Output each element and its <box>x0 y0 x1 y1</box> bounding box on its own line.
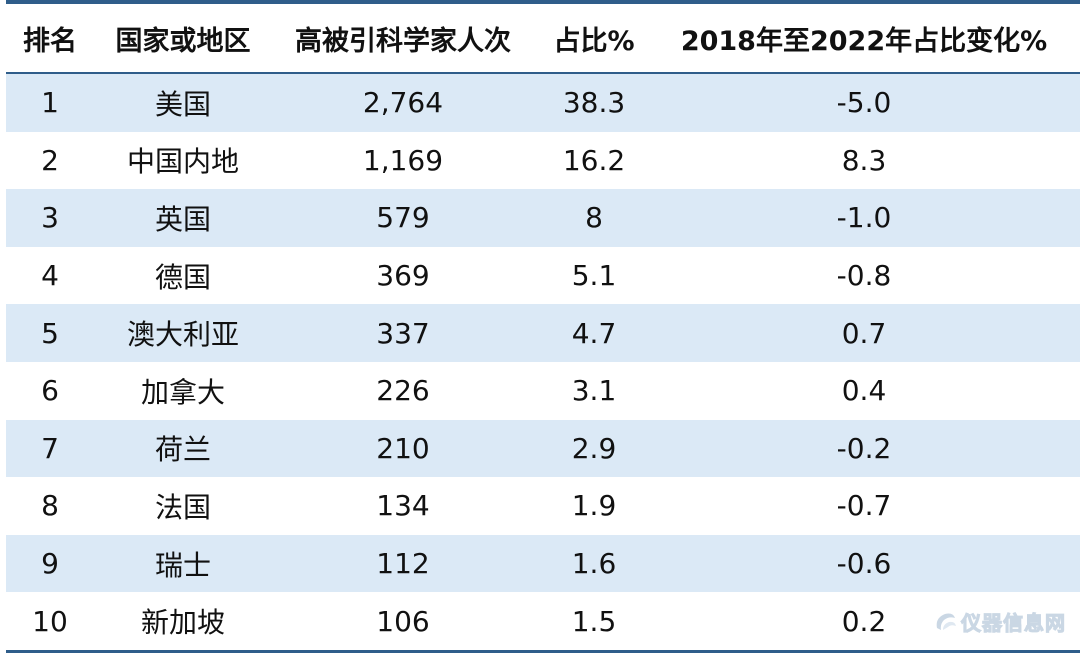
watermark-text: 仪器信息网 <box>961 611 1066 636</box>
count-cell: 579 <box>376 201 430 235</box>
table-row: 8 法国 134 1.9 -0.7 <box>6 477 1080 535</box>
rank-cell: 6 <box>41 374 59 408</box>
change-cell: -1.0 <box>836 201 892 235</box>
country-cell: 新加坡 <box>140 606 225 640</box>
share-cell: 1.9 <box>571 489 617 523</box>
country-cell: 瑞士 <box>154 548 211 582</box>
count-cell: 134 <box>376 489 430 523</box>
table-header-row: 排名 国家或地区 高被引科学家人次 占比% 2018年至2022年占比变化% <box>6 4 1080 74</box>
share-cell: 38.3 <box>562 86 626 120</box>
change-cell: -0.2 <box>836 431 892 465</box>
watermark: 仪器信息网 <box>931 607 1066 636</box>
count-cell: 337 <box>376 316 430 350</box>
table-row: 9 瑞士 112 1.6 -0.6 <box>6 534 1080 593</box>
share-cell: 16.2 <box>562 143 626 177</box>
count-cell: 1,169 <box>362 143 444 177</box>
rank-cell: 9 <box>41 547 59 581</box>
header-share: 占比% <box>553 25 635 57</box>
country-cell: 美国 <box>154 87 211 121</box>
share-cell: 1.6 <box>571 547 617 581</box>
header-count: 高被引科学家人次 <box>295 25 511 57</box>
count-cell: 226 <box>376 374 430 408</box>
table-row: 5 澳大利亚 337 4.7 0.7 <box>6 304 1080 362</box>
change-cell: -0.8 <box>836 259 892 293</box>
table-bottom-rule <box>6 649 1080 653</box>
country-cell: 中国内地 <box>126 145 239 179</box>
rank-cell: 3 <box>41 201 59 235</box>
country-cell: 澳大利亚 <box>126 318 239 352</box>
share-cell: 8 <box>585 201 603 235</box>
table-top-rule <box>6 0 1080 4</box>
logo-icon <box>936 613 956 630</box>
rank-cell: 5 <box>41 316 59 350</box>
count-cell: 210 <box>376 431 430 465</box>
table-row: 10 新加坡 106 1.5 0.2 <box>6 592 1080 650</box>
table-row: 4 德国 369 5.1 -0.8 <box>6 247 1080 305</box>
rank-cell: 7 <box>41 431 59 465</box>
country-cell: 加拿大 <box>140 375 225 409</box>
rank-cell: 8 <box>41 489 59 523</box>
change-cell: -5.0 <box>836 86 892 120</box>
share-cell: 3.1 <box>571 374 617 408</box>
table-row: 2 中国内地 1,169 16.2 8.3 <box>6 132 1080 190</box>
change-cell: 8.3 <box>841 143 887 177</box>
table-row: 6 加拿大 226 3.1 0.4 <box>6 362 1080 420</box>
table-row: 1 美国 2,764 38.3 -5.0 <box>6 74 1080 132</box>
country-cell: 荷兰 <box>154 433 211 467</box>
table-row: 7 荷兰 210 2.9 -0.2 <box>6 419 1080 478</box>
rank-cell: 2 <box>41 143 59 177</box>
rank-cell: 10 <box>32 604 68 638</box>
share-cell: 2.9 <box>571 431 617 465</box>
rank-cell: 4 <box>41 259 59 293</box>
header-change: 2018年至2022年占比变化% <box>680 25 1048 57</box>
share-cell: 4.7 <box>571 316 617 350</box>
country-cell: 英国 <box>154 202 211 236</box>
country-cell: 法国 <box>154 490 211 524</box>
header-rank: 排名 <box>23 25 77 57</box>
change-cell: 0.7 <box>841 316 887 350</box>
ranking-table: 排名 国家或地区 高被引科学家人次 占比% 2018年至2022年占比变化% 1… <box>6 0 1080 653</box>
change-cell: 0.4 <box>841 374 887 408</box>
change-cell: -0.6 <box>836 547 892 581</box>
change-cell: -0.7 <box>836 489 892 523</box>
rank-cell: 1 <box>41 86 59 120</box>
count-cell: 2,764 <box>362 86 444 120</box>
share-cell: 5.1 <box>571 259 617 293</box>
share-cell: 1.5 <box>571 604 617 638</box>
change-cell: 0.2 <box>841 604 887 638</box>
count-cell: 369 <box>376 259 430 293</box>
header-country: 国家或地区 <box>115 25 251 57</box>
count-cell: 112 <box>376 547 430 581</box>
country-cell: 德国 <box>154 260 211 294</box>
table-row: 3 英国 579 8 -1.0 <box>6 189 1080 247</box>
count-cell: 106 <box>376 604 430 638</box>
